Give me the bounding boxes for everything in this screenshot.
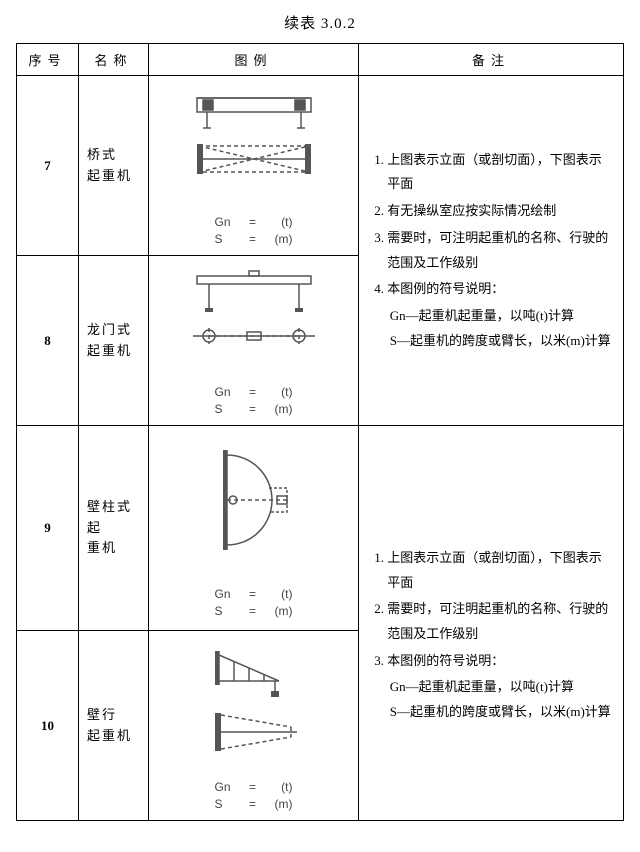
- wall-column-crane-icon: [179, 440, 329, 580]
- note-item: 本图例的符号说明：: [387, 277, 613, 302]
- table-row: 7 桥式起重机: [17, 76, 624, 256]
- notes-cell-a: 上图表示立面（或剖切面），下图表示平面 有无操纵室应按实际情况绘制 需要时，可注…: [359, 76, 624, 426]
- diagram-cell: Gn=(t) S=(m): [149, 631, 359, 821]
- diagram-cell: Gn=(t) S=(m): [149, 76, 359, 256]
- equation-block: Gn=(t) S=(m): [215, 384, 293, 418]
- note-sub: S—起重机的跨度或臂长，以米(m)计算: [369, 329, 613, 354]
- main-table: 序号 名称 图例 备注 7 桥式起重机: [16, 43, 624, 821]
- table-row: 9 壁柱式起重机: [17, 426, 624, 631]
- note-sub: S—起重机的跨度或臂长，以米(m)计算: [369, 700, 613, 725]
- notes-list-a: 上图表示立面（或剖切面），下图表示平面 有无操纵室应按实际情况绘制 需要时，可注…: [369, 148, 613, 302]
- wall-travel-crane-icon: [179, 643, 329, 773]
- header-name: 名称: [79, 44, 149, 76]
- header-diagram: 图例: [149, 44, 359, 76]
- equation-block: Gn=(t) S=(m): [215, 214, 293, 248]
- header-seq: 序号: [17, 44, 79, 76]
- gantry-crane-icon: [179, 268, 329, 378]
- note-item: 有无操纵室应按实际情况绘制: [387, 199, 613, 224]
- note-item: 本图例的符号说明：: [387, 649, 613, 674]
- note-sub: Gn—起重机起重量，以吨(t)计算: [369, 304, 613, 329]
- header-row: 序号 名称 图例 备注: [17, 44, 624, 76]
- name-cell: 壁行起重机: [79, 631, 149, 821]
- seq-cell: 7: [17, 76, 79, 256]
- note-item: 需要时，可注明起重机的名称、行驶的范围及工作级别: [387, 597, 613, 646]
- seq-cell: 9: [17, 426, 79, 631]
- note-sub: Gn—起重机起重量，以吨(t)计算: [369, 675, 613, 700]
- name-cell: 壁柱式起重机: [79, 426, 149, 631]
- diagram-cell: Gn=(t) S=(m): [149, 426, 359, 631]
- note-item: 上图表示立面（或剖切面），下图表示平面: [387, 546, 613, 595]
- seq-cell: 8: [17, 256, 79, 426]
- header-notes: 备注: [359, 44, 624, 76]
- diagram-cell: Gn=(t) S=(m): [149, 256, 359, 426]
- table-caption: 续表 3.0.2: [16, 12, 624, 33]
- note-item: 需要时，可注明起重机的名称、行驶的范围及工作级别: [387, 226, 613, 275]
- name-cell: 龙门式起重机: [79, 256, 149, 426]
- equation-block: Gn=(t) S=(m): [215, 586, 293, 620]
- seq-cell: 10: [17, 631, 79, 821]
- equation-block: Gn=(t) S=(m): [215, 779, 293, 813]
- notes-cell-b: 上图表示立面（或剖切面），下图表示平面 需要时，可注明起重机的名称、行驶的范围及…: [359, 426, 624, 821]
- page: 续表 3.0.2 序号 名称 图例 备注 7 桥式起重机: [0, 0, 640, 829]
- bridge-crane-icon: [179, 88, 329, 208]
- notes-list-b: 上图表示立面（或剖切面），下图表示平面 需要时，可注明起重机的名称、行驶的范围及…: [369, 546, 613, 673]
- name-cell: 桥式起重机: [79, 76, 149, 256]
- note-item: 上图表示立面（或剖切面），下图表示平面: [387, 148, 613, 197]
